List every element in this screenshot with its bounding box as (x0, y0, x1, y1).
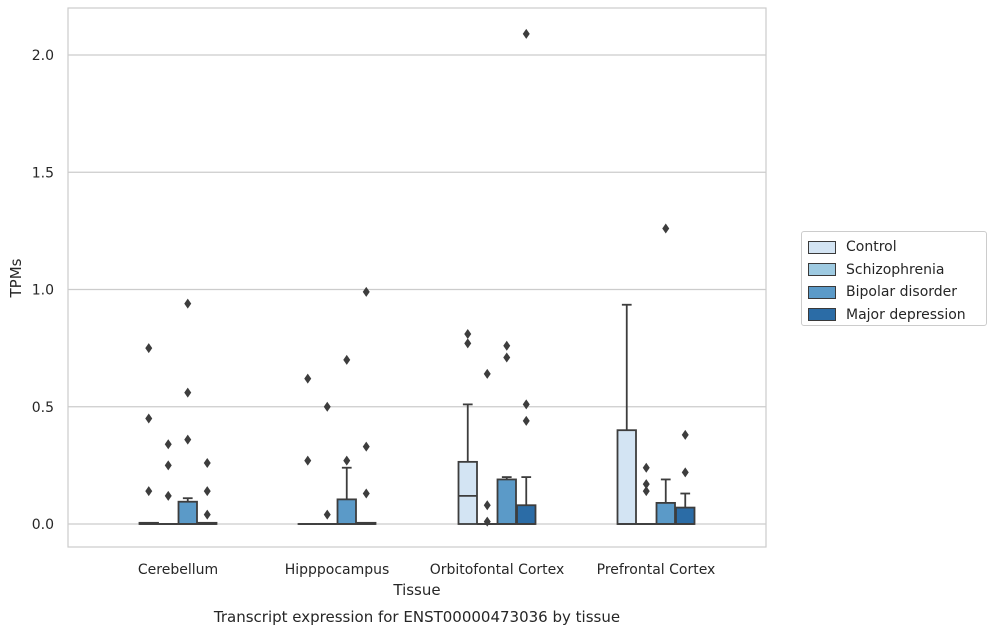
outlier-point (642, 479, 650, 490)
x-tick-label: Prefrontal Cortex (597, 562, 716, 578)
outlier-point (343, 354, 351, 365)
y-tick-labels: 0.0 0.5 1.0 1.5 2.0 (32, 48, 54, 533)
outlier-point (503, 352, 511, 363)
box-group (675, 429, 696, 525)
y-tick-label: 2.0 (32, 48, 54, 64)
outlier-point (362, 441, 370, 452)
outlier-point (304, 455, 312, 466)
outlier-point (681, 429, 689, 440)
outlier-point (145, 486, 153, 497)
x-tick-label: Cerebellum (138, 562, 218, 578)
outlier-point (184, 387, 192, 398)
legend-swatch (808, 263, 836, 277)
legend-swatch (808, 308, 836, 322)
box (516, 504, 537, 525)
box-group (138, 343, 159, 525)
box-group (496, 340, 517, 525)
box (496, 478, 517, 525)
outlier-point (164, 439, 172, 450)
legend-swatch (808, 285, 836, 299)
outlier-point (362, 286, 370, 297)
box-group (477, 368, 498, 527)
box (655, 501, 676, 525)
outlier-point (522, 399, 530, 410)
x-axis-label: Tissue (392, 581, 440, 599)
outlier-point (164, 490, 172, 501)
outlier-point (184, 298, 192, 309)
outlier-point (164, 460, 172, 471)
y-axis-label: TPMs (7, 258, 25, 298)
outlier-point (184, 434, 192, 445)
outlier-point (323, 401, 331, 412)
legend-item: Control (808, 236, 986, 259)
box (675, 506, 696, 525)
box (616, 429, 637, 525)
legend-label: Major depression (846, 306, 966, 323)
outlier-point (203, 486, 211, 497)
box-group (636, 462, 657, 525)
box (336, 498, 357, 525)
outlier-point (522, 28, 530, 39)
x-tick-label: Hipppocampus (285, 562, 390, 578)
legend-item: Major depression (808, 304, 986, 327)
box-group (336, 354, 357, 525)
outlier-point (145, 413, 153, 424)
outlier-point (522, 415, 530, 426)
outlier-point (304, 373, 312, 384)
outlier-point (483, 368, 491, 379)
legend-item: Bipolar disorder (808, 281, 986, 304)
box-group (616, 303, 637, 525)
outlier-point (362, 488, 370, 499)
box-group (297, 373, 318, 525)
box-group (177, 298, 198, 525)
box-group (197, 458, 218, 525)
outlier-point (483, 516, 491, 527)
plot-frame (67, 7, 767, 548)
legend-label: Control (846, 239, 897, 256)
y-tick-label: 1.0 (32, 283, 54, 299)
box-group (655, 223, 676, 525)
box-group (516, 28, 537, 525)
outlier-point (464, 338, 472, 349)
x-tick-labels: Cerebellum Hipppocampus Orbitofontal Corte… (138, 562, 715, 578)
box (457, 460, 478, 525)
x-tick-label: Orbitofontal Cortex (430, 562, 565, 578)
outlier-point (323, 509, 331, 520)
box (177, 500, 198, 525)
outlier-point (503, 340, 511, 351)
legend: Control Schizophrenia Bipolar disorder Majo… (801, 231, 987, 326)
box-group (457, 329, 478, 525)
box-layer (138, 28, 696, 527)
outlier-point (642, 486, 650, 497)
legend-label: Bipolar disorder (846, 284, 958, 301)
chart-title: Transcript expression for ENST0000047303… (213, 608, 620, 626)
outlier-point (662, 223, 670, 234)
box-group (356, 286, 377, 525)
box-group (317, 401, 338, 525)
outlier-point (203, 509, 211, 520)
outlier-point (483, 500, 491, 511)
outlier-point (464, 329, 472, 340)
legend-label: Schizophrenia (846, 261, 945, 278)
grid-lines (68, 54, 766, 525)
legend-swatch (808, 240, 836, 254)
outlier-point (343, 455, 351, 466)
outlier-point (203, 458, 211, 469)
y-tick-label: 1.5 (32, 165, 54, 181)
outlier-point (145, 343, 153, 354)
outlier-point (642, 462, 650, 473)
y-tick-label: 0.5 (32, 400, 54, 416)
y-tick-label: 0.0 (32, 517, 54, 533)
box-group (158, 439, 179, 525)
outlier-point (681, 467, 689, 478)
legend-item: Schizophrenia (808, 259, 986, 282)
